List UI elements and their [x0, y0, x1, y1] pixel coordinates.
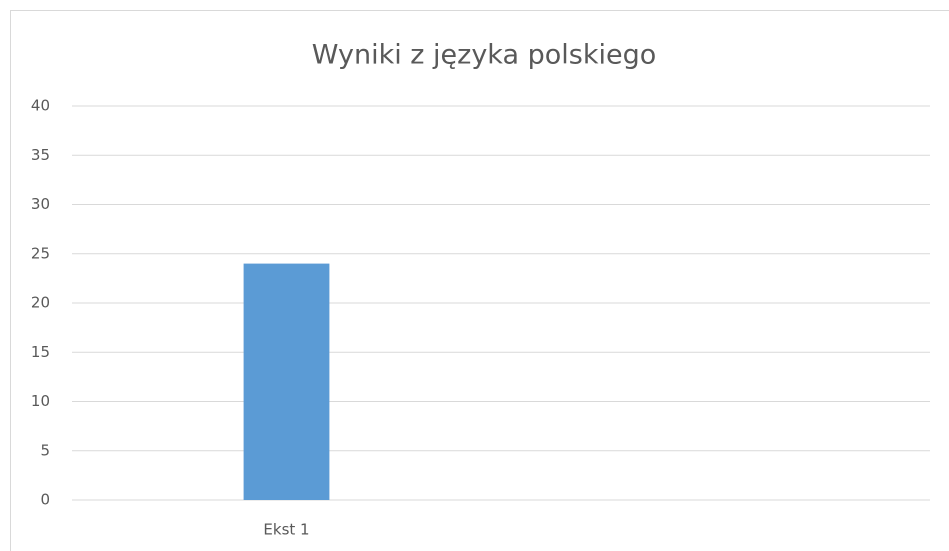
y-tick-label: 5 [40, 441, 50, 459]
chart-title: Wyniki z języka polskiego [312, 40, 656, 71]
bar [243, 263, 330, 500]
chart-border [10, 10, 949, 551]
y-tick-label: 0 [40, 491, 50, 509]
y-tick-label: 15 [31, 343, 50, 361]
y-tick-label: 25 [31, 244, 50, 262]
y-tick-label: 20 [31, 294, 50, 312]
y-tick-label: 35 [31, 146, 50, 164]
y-tick-label: 40 [31, 97, 50, 115]
y-tick-label: 10 [31, 392, 50, 410]
x-tick-label: Ekst 1 [263, 521, 309, 539]
y-tick-label: 30 [31, 195, 50, 213]
